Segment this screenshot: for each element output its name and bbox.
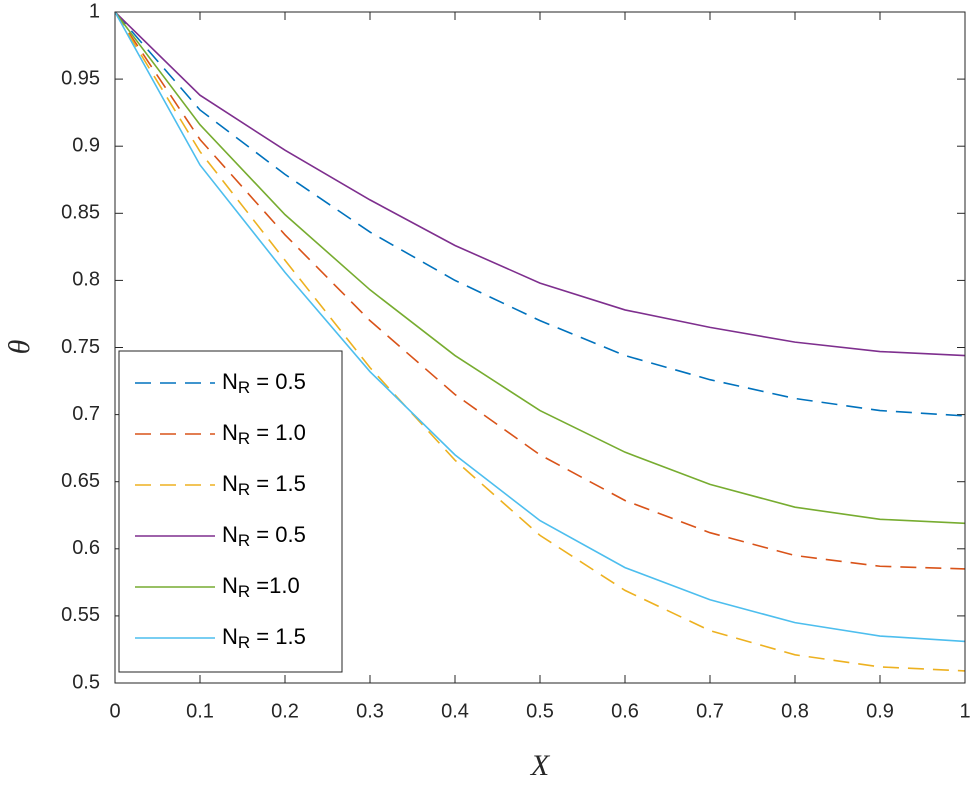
- y-tick-label: 0.85: [61, 202, 100, 224]
- legend: NR = 0.5 NR = 1.0 NR = 1.5 NR = 0.5 NR =1.0 N…: [118, 350, 343, 673]
- legend-label: NR = 0.5: [222, 522, 306, 551]
- y-tick-label: 0.8: [72, 269, 100, 291]
- y-tick-label: 0.7: [72, 403, 100, 425]
- data-line: [114, 11, 966, 672]
- x-tick-label: 0.2: [271, 700, 299, 722]
- x-tick-label: 0.8: [781, 700, 809, 722]
- legend-box: [118, 350, 343, 673]
- x-tick-label: 0.6: [611, 700, 639, 722]
- legend-label: NR =1.0: [222, 573, 300, 602]
- x-tick-label: 0.7: [696, 700, 724, 722]
- data-line: [114, 11, 966, 525]
- y-tick-label: 0.95: [61, 67, 100, 89]
- y-tick-label: 0.55: [61, 604, 100, 626]
- data-line: [114, 11, 966, 643]
- x-tick-label: 1: [959, 700, 970, 722]
- data-line: [114, 11, 966, 357]
- y-axis-title: θ: [3, 339, 36, 354]
- x-tick-label: 0.9: [866, 700, 894, 722]
- x-tick-label: 0.3: [356, 700, 384, 722]
- axes-box: [114, 11, 966, 684]
- y-tick-label: 0.75: [61, 336, 100, 358]
- y-tick-label: 1: [89, 0, 100, 22]
- data-line: [114, 11, 966, 417]
- y-tick-label: 0.9: [72, 134, 100, 156]
- y-tick-label: 0.5: [72, 671, 100, 693]
- data-line: [114, 11, 966, 570]
- legend-label: NR = 0.5: [222, 369, 306, 398]
- legend-label: NR = 1.5: [222, 471, 306, 500]
- y-tick-label: 0.6: [72, 537, 100, 559]
- legend-label: NR = 1.0: [222, 420, 306, 449]
- x-tick-label: 0.1: [186, 700, 214, 722]
- x-axis-title: X: [530, 749, 551, 782]
- x-tick-label: 0.5: [526, 700, 554, 722]
- x-tick-label: 0.4: [441, 700, 469, 722]
- y-tick-label: 0.65: [61, 470, 100, 492]
- legend-label: NR = 1.5: [222, 624, 306, 653]
- x-tick-label: 0: [109, 700, 120, 722]
